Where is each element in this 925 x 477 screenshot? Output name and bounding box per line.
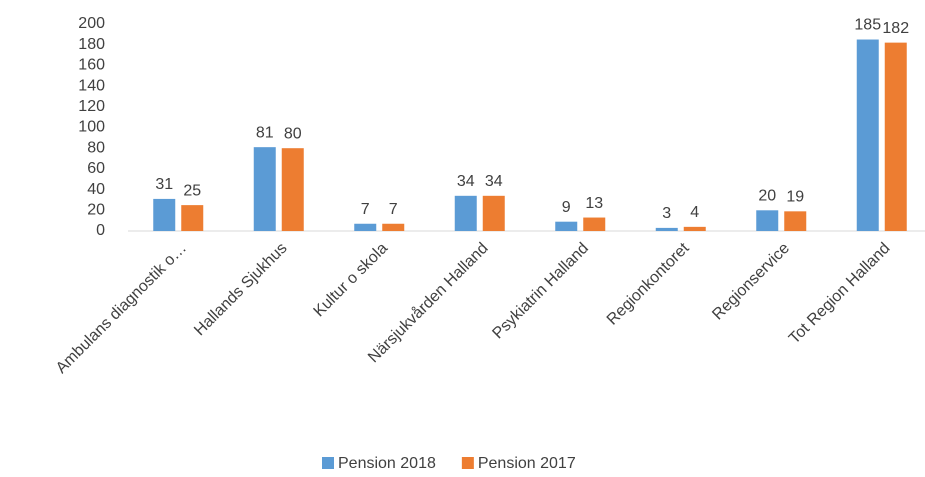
bar [281,148,304,231]
value-label: 7 [389,201,398,218]
bar [354,223,377,231]
bar [482,195,505,231]
value-label: 7 [361,201,370,218]
legend-swatch [322,457,334,469]
legend-label: Pension 2018 [338,455,436,472]
x-tick-label: Hallands Sjukhus [191,240,290,339]
bar [253,147,276,231]
value-label: 81 [256,124,274,141]
value-label: 34 [457,173,475,190]
y-tick-label: 0 [96,222,105,239]
y-tick-label: 140 [78,77,105,94]
bar [382,223,405,231]
legend-label: Pension 2017 [478,455,576,472]
value-label: 9 [562,199,571,216]
value-label: 80 [284,125,302,142]
y-tick-label: 40 [87,181,105,198]
value-label: 25 [183,182,201,199]
value-label: 13 [585,195,603,212]
value-label: 19 [786,189,804,206]
value-label: 3 [662,205,671,222]
y-tick-label: 60 [87,160,105,177]
y-tick-label: 160 [78,57,105,74]
x-tick-label: Kultur o skola [310,240,391,321]
bar [181,205,204,231]
y-tick-label: 180 [78,36,105,53]
value-label: 182 [882,20,909,37]
value-label: 185 [854,17,881,34]
bar [884,42,907,231]
x-tick-label: Regionkontoret [604,239,693,328]
bar [655,227,678,231]
bar [683,226,706,231]
value-label: 20 [758,188,776,205]
bar [856,39,879,232]
bar [756,210,779,231]
value-label: 31 [155,176,173,193]
x-tick-label: Psykiatrin Halland [489,240,592,343]
y-tick-label: 100 [78,119,105,136]
bar [454,195,477,231]
value-label: 4 [690,204,699,221]
x-tick-label: Ambulans diagnostik o… [53,240,190,377]
y-tick-label: 80 [87,139,105,156]
bar [583,217,606,231]
x-tick-label: Regionservice [709,240,793,324]
y-tick-label: 200 [78,15,105,32]
y-tick-label: 120 [78,98,105,115]
bar [555,221,578,231]
x-tick-label: Tot Region Halland [786,240,894,348]
y-tick-label: 20 [87,202,105,219]
bar [153,198,176,231]
value-label: 34 [485,173,503,190]
legend-swatch [461,457,474,469]
bar [784,211,807,231]
